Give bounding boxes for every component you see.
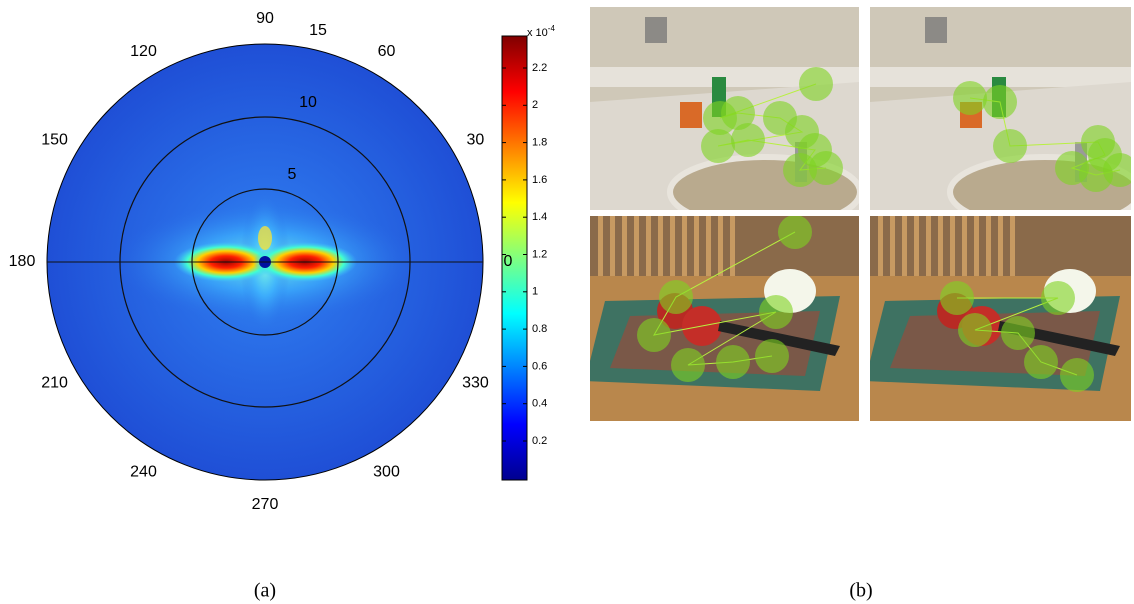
- photo: [865, 216, 1131, 421]
- colorbar-tick-label: 1.4: [532, 211, 547, 223]
- polar-plot: [47, 44, 483, 480]
- fixation: [958, 313, 992, 347]
- radial-label: 5: [288, 166, 297, 183]
- angle-label: 60: [378, 43, 396, 60]
- colorbar-tick-label: 1.2: [532, 248, 547, 260]
- colorbar-tick-label: 0.8: [532, 323, 547, 335]
- fixation: [637, 318, 671, 352]
- angle-label: 150: [41, 132, 68, 149]
- angle-label: 270: [252, 496, 279, 513]
- chair-slat: [938, 216, 943, 276]
- outlet: [645, 17, 667, 43]
- chair-slat: [670, 216, 675, 276]
- angle-label: 330: [462, 375, 489, 392]
- angle-label: 240: [130, 464, 157, 481]
- colorbar-tick-label: 0.2: [532, 435, 547, 447]
- fixation: [659, 280, 693, 314]
- chair-slat: [974, 216, 979, 276]
- fixation: [731, 123, 765, 157]
- angle-label: 90: [256, 10, 274, 27]
- colorbar-tick-label: 0.4: [532, 398, 547, 410]
- radial-label: 15: [309, 22, 327, 39]
- chair-slat: [634, 216, 639, 276]
- colorbar-multiplier-base: x 10: [527, 27, 548, 39]
- page: x 10-4 (a) (b) 0306090120150180210240270…: [0, 0, 1134, 604]
- chair-slat: [706, 216, 711, 276]
- colorbar-tick-label: 1.8: [532, 137, 547, 149]
- colorbar-tick-label: 2: [532, 99, 538, 111]
- photo: [870, 7, 1134, 227]
- fixation: [755, 339, 789, 373]
- soap: [680, 102, 702, 128]
- angle-label: 0: [504, 253, 513, 270]
- fixation: [1024, 345, 1058, 379]
- figure: x 10-4 (a) (b) 0306090120150180210240270…: [0, 0, 1134, 604]
- caption: (b): [849, 580, 872, 602]
- angle-label: 180: [9, 253, 36, 270]
- photo: [590, 7, 860, 227]
- chair-slat: [646, 216, 651, 276]
- chair-slat: [950, 216, 955, 276]
- fixation: [778, 215, 812, 249]
- chair-slat: [998, 216, 1003, 276]
- chair-slat: [878, 216, 883, 276]
- chair-slat: [914, 216, 919, 276]
- colorbar-multiplier: x 10-4: [527, 24, 555, 39]
- fixation: [1041, 281, 1075, 315]
- fixation: [671, 348, 705, 382]
- fixation: [716, 345, 750, 379]
- angle-label: 30: [467, 132, 485, 149]
- radial-label: 10: [299, 94, 317, 111]
- angle-label: 210: [41, 375, 68, 392]
- chair-slat: [1010, 216, 1015, 276]
- colorbar-tick-label: 1: [532, 286, 538, 298]
- fixation: [759, 295, 793, 329]
- fixation: [1060, 358, 1094, 392]
- photo-grid: [585, 7, 1134, 421]
- chair-slat: [718, 216, 723, 276]
- heat-spot: [258, 226, 272, 250]
- chair-slat: [986, 216, 991, 276]
- chair-slat: [682, 216, 687, 276]
- chair-slat: [622, 216, 627, 276]
- chair-slat: [598, 216, 603, 276]
- fixation: [993, 129, 1027, 163]
- colorbar-tick-label: 1.6: [532, 174, 547, 186]
- colorbar-exponent: -4: [548, 24, 556, 33]
- chair-slat: [658, 216, 663, 276]
- colorbar-tick-label: 2.2: [532, 62, 547, 74]
- chair-slat: [694, 216, 699, 276]
- fixation: [701, 129, 735, 163]
- angle-label: 120: [130, 43, 157, 60]
- fixation: [799, 67, 833, 101]
- angle-label: 300: [373, 464, 400, 481]
- colorbar-tick-label: 0.6: [532, 360, 547, 372]
- chair-slat: [902, 216, 907, 276]
- fixation: [983, 85, 1017, 119]
- fixation: [953, 81, 987, 115]
- chair-slat: [610, 216, 615, 276]
- chair-slat: [890, 216, 895, 276]
- chair-slat: [926, 216, 931, 276]
- outlet: [925, 17, 947, 43]
- photo: [585, 215, 859, 421]
- fixation: [940, 281, 974, 315]
- fixation: [1001, 316, 1035, 350]
- chair-slat: [962, 216, 967, 276]
- caption: (a): [254, 580, 276, 602]
- fixation: [809, 151, 843, 185]
